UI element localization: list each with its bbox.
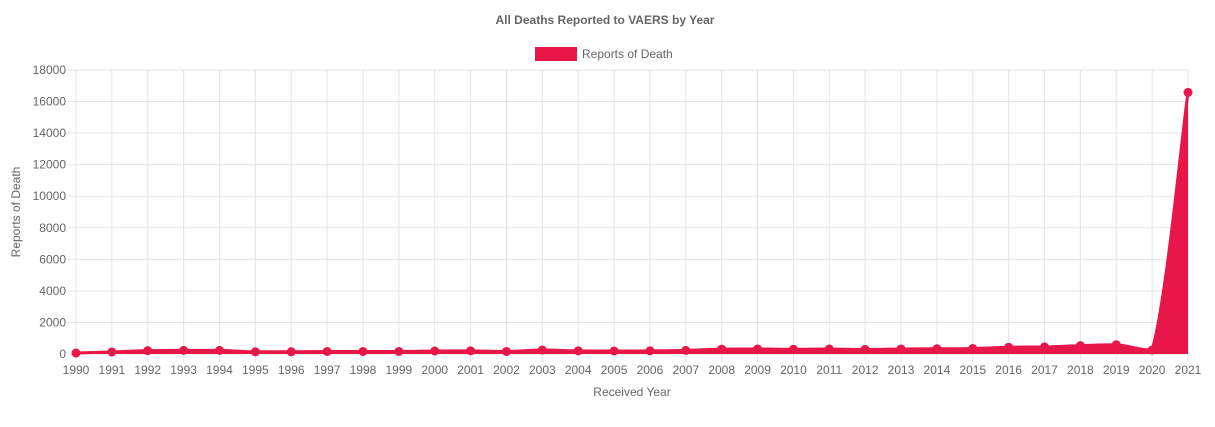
data-point[interactable]: 2013: 320 bbox=[896, 344, 906, 354]
x-tick-label: 2009 bbox=[744, 363, 771, 377]
x-tick-label: 1996 bbox=[278, 363, 305, 377]
x-tick-label: 2019 bbox=[1103, 363, 1130, 377]
legend[interactable]: Reports of Death bbox=[535, 47, 673, 61]
plot-area: 1990: 60 1991: 130 1992: 210 1993: 230 1994:… bbox=[71, 87, 1193, 358]
data-point[interactable]: 1992: 210 bbox=[143, 346, 153, 356]
x-tick-label: 2017 bbox=[1031, 363, 1058, 377]
x-tick-label: 2010 bbox=[780, 363, 807, 377]
x-tick-label: 2007 bbox=[672, 363, 699, 377]
x-tick-label: 2012 bbox=[852, 363, 879, 377]
x-tick-label: 2005 bbox=[601, 363, 628, 377]
x-tick-label: 1993 bbox=[170, 363, 197, 377]
data-point[interactable]: 1996: 140 bbox=[286, 347, 296, 357]
series-line bbox=[75, 92, 1190, 355]
x-tick-label: 2020 bbox=[1139, 363, 1166, 377]
x-tick-label: 1992 bbox=[134, 363, 161, 377]
legend-swatch bbox=[535, 47, 577, 61]
y-tick-label: 10000 bbox=[33, 189, 67, 203]
x-tick-label: 2018 bbox=[1067, 363, 1094, 377]
data-point[interactable]: 2015: 350 bbox=[968, 343, 978, 353]
data-point[interactable]: 1993: 230 bbox=[179, 345, 189, 355]
x-tick-label: 2003 bbox=[529, 363, 556, 377]
y-tick-label: 4000 bbox=[39, 284, 66, 298]
x-tick-label: 2014 bbox=[924, 363, 951, 377]
y-tick-label: 16000 bbox=[33, 95, 67, 109]
y-axis-ticks: 0 2000 4000 6000 8000 10000 12000 14000 16000 180… bbox=[33, 63, 67, 361]
data-point[interactable]: 2004: 200 bbox=[573, 346, 583, 356]
x-tick-label: 2013 bbox=[888, 363, 915, 377]
x-tick-label: 2021 bbox=[1175, 363, 1202, 377]
data-point[interactable]: 2017: 450 bbox=[1040, 342, 1050, 352]
grid bbox=[68, 69, 1189, 362]
x-tick-label: 1995 bbox=[242, 363, 269, 377]
x-tick-label: 2006 bbox=[637, 363, 664, 377]
x-tick-label: 2002 bbox=[493, 363, 520, 377]
data-point[interactable]: 2008: 310 bbox=[717, 344, 727, 354]
data-point[interactable]: 2009: 320 bbox=[753, 344, 763, 354]
data-point[interactable]: 1994: 230 bbox=[214, 345, 224, 355]
x-axis-ticks: 1990 1991 1992 1993 1994 1995 1996 1997 1998 1999… bbox=[63, 363, 1202, 377]
x-tick-label: 2011 bbox=[816, 363, 842, 377]
x-tick-label: 2015 bbox=[959, 363, 986, 377]
data-point[interactable]: 2020: 250 bbox=[1147, 345, 1157, 355]
data-point[interactable]: 2019: 590 bbox=[1111, 340, 1121, 350]
data-point[interactable]: 2001: 200 bbox=[466, 346, 476, 356]
data-point[interactable]: 2003: 250 bbox=[537, 345, 547, 355]
y-tick-label: 12000 bbox=[33, 158, 67, 172]
y-tick-label: 0 bbox=[59, 347, 66, 361]
data-point[interactable]: 1991: 130 bbox=[107, 347, 117, 357]
data-point[interactable]: 2018: 530 bbox=[1075, 341, 1085, 351]
chart-title: All Deaths Reported to VAERS by Year bbox=[496, 13, 715, 27]
data-point[interactable]: 1997: 160 bbox=[322, 346, 332, 356]
x-tick-label: 1990 bbox=[63, 363, 90, 377]
data-point[interactable]: 1990: 60 bbox=[71, 348, 81, 358]
data-point[interactable]: 2012: 290 bbox=[860, 344, 870, 354]
data-point[interactable]: 2021: 16580 bbox=[1183, 87, 1193, 97]
data-point[interactable]: 2002: 160 bbox=[501, 346, 511, 356]
y-axis-title: Reports of Death bbox=[9, 167, 23, 258]
data-point[interactable]: 2005: 190 bbox=[609, 346, 619, 356]
x-tick-label: 1991 bbox=[99, 363, 126, 377]
x-tick-label: 2004 bbox=[565, 363, 592, 377]
x-tick-label: 1999 bbox=[385, 363, 412, 377]
data-point[interactable]: 2010: 300 bbox=[788, 344, 798, 354]
data-point[interactable]: 1999: 160 bbox=[394, 346, 404, 356]
y-tick-label: 2000 bbox=[39, 315, 66, 329]
data-point[interactable]: 2000: 190 bbox=[430, 346, 440, 356]
y-tick-label: 14000 bbox=[33, 126, 67, 140]
x-tick-label: 2000 bbox=[421, 363, 448, 377]
data-point[interactable]: 2006: 200 bbox=[645, 346, 655, 356]
legend-label: Reports of Death bbox=[582, 47, 673, 61]
data-point[interactable]: 1998: 160 bbox=[358, 346, 368, 356]
x-tick-label: 2008 bbox=[708, 363, 735, 377]
series-area-fill bbox=[76, 92, 1188, 354]
y-tick-label: 6000 bbox=[39, 252, 66, 266]
data-point[interactable]: 1995: 140 bbox=[250, 347, 260, 357]
x-axis-title: Received Year bbox=[593, 385, 670, 399]
x-tick-label: 1997 bbox=[314, 363, 341, 377]
data-point[interactable]: 2007: 230 bbox=[681, 345, 691, 355]
x-tick-label: 1994 bbox=[206, 363, 233, 377]
y-tick-label: 8000 bbox=[39, 221, 66, 235]
y-tick-label: 18000 bbox=[33, 63, 67, 77]
x-tick-label: 2016 bbox=[995, 363, 1022, 377]
data-point[interactable]: 2011: 320 bbox=[824, 344, 834, 354]
x-tick-label: 2001 bbox=[457, 363, 484, 377]
data-point[interactable]: 2014: 330 bbox=[932, 344, 942, 354]
data-point[interactable]: 2016: 430 bbox=[1004, 342, 1014, 352]
x-tick-label: 1998 bbox=[350, 363, 377, 377]
